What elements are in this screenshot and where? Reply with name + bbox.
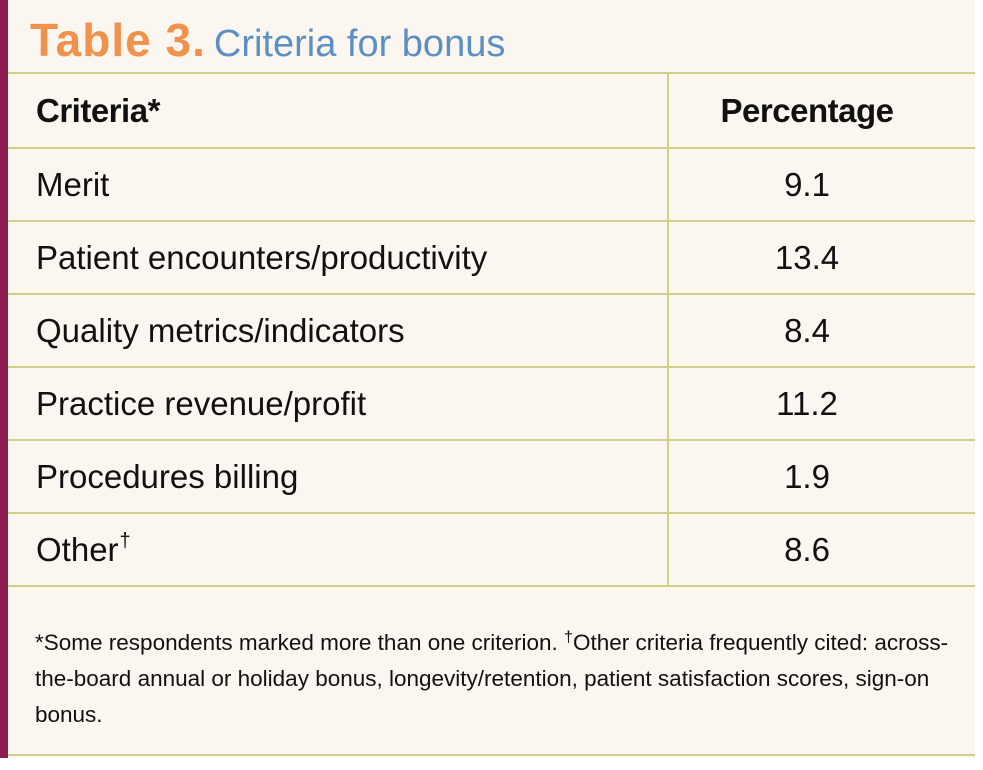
footnote-text-1: Some respondents marked more than one cr… bbox=[43, 630, 565, 655]
header-criteria-mark: * bbox=[147, 91, 161, 129]
row-percentage: 8.4 bbox=[668, 293, 975, 367]
bottom-rule bbox=[8, 754, 975, 756]
table-row: Quality metrics/indicators 8.4 bbox=[8, 293, 975, 367]
table-title-text: Criteria for bonus bbox=[213, 23, 506, 65]
header-criteria: Criteria* bbox=[8, 72, 669, 148]
footnote-dagger: † bbox=[564, 629, 573, 646]
table-row: Merit 9.1 bbox=[8, 147, 975, 221]
table-row: Procedures billing 1.9 bbox=[8, 439, 975, 513]
row-percentage: 9.1 bbox=[668, 147, 975, 221]
row-percentage: 1.9 bbox=[668, 439, 975, 513]
row-criteria: Quality metrics/indicators bbox=[8, 293, 669, 367]
table-row: Patient encounters/productivity 13.4 bbox=[8, 220, 975, 294]
footnote-asterisk: * bbox=[35, 630, 44, 655]
header-row: Criteria* Percentage bbox=[8, 72, 975, 148]
table-footnote: *Some respondents marked more than one c… bbox=[35, 620, 955, 733]
row-percentage: 11.2 bbox=[668, 366, 975, 440]
table-panel: Table 3. Criteria for bonus Criteria* Per… bbox=[0, 0, 975, 758]
row-criteria: Merit bbox=[8, 147, 669, 221]
table-title: Table 3. Criteria for bonus bbox=[30, 10, 505, 70]
dagger-mark: † bbox=[119, 530, 131, 552]
table-row: Practice revenue/profit 11.2 bbox=[8, 366, 975, 440]
table-row: Other† 8.6 bbox=[8, 512, 975, 587]
header-percentage: Percentage bbox=[668, 72, 975, 148]
bonus-criteria-table: Criteria* Percentage Merit 9.1 Patient e… bbox=[8, 72, 975, 587]
footnote-text-2: Other criteria frequently cited: across-… bbox=[35, 630, 949, 727]
row-criteria-label: Other bbox=[36, 531, 119, 568]
row-criteria: Patient encounters/productivity bbox=[8, 220, 669, 294]
row-criteria: Other† bbox=[8, 512, 669, 587]
row-criteria: Practice revenue/profit bbox=[8, 366, 669, 440]
row-criteria: Procedures billing bbox=[8, 439, 669, 513]
row-percentage: 13.4 bbox=[668, 220, 975, 294]
header-criteria-label: Criteria bbox=[36, 91, 148, 129]
row-percentage: 8.6 bbox=[668, 512, 975, 587]
table-number-label: Table 3. bbox=[30, 14, 206, 66]
